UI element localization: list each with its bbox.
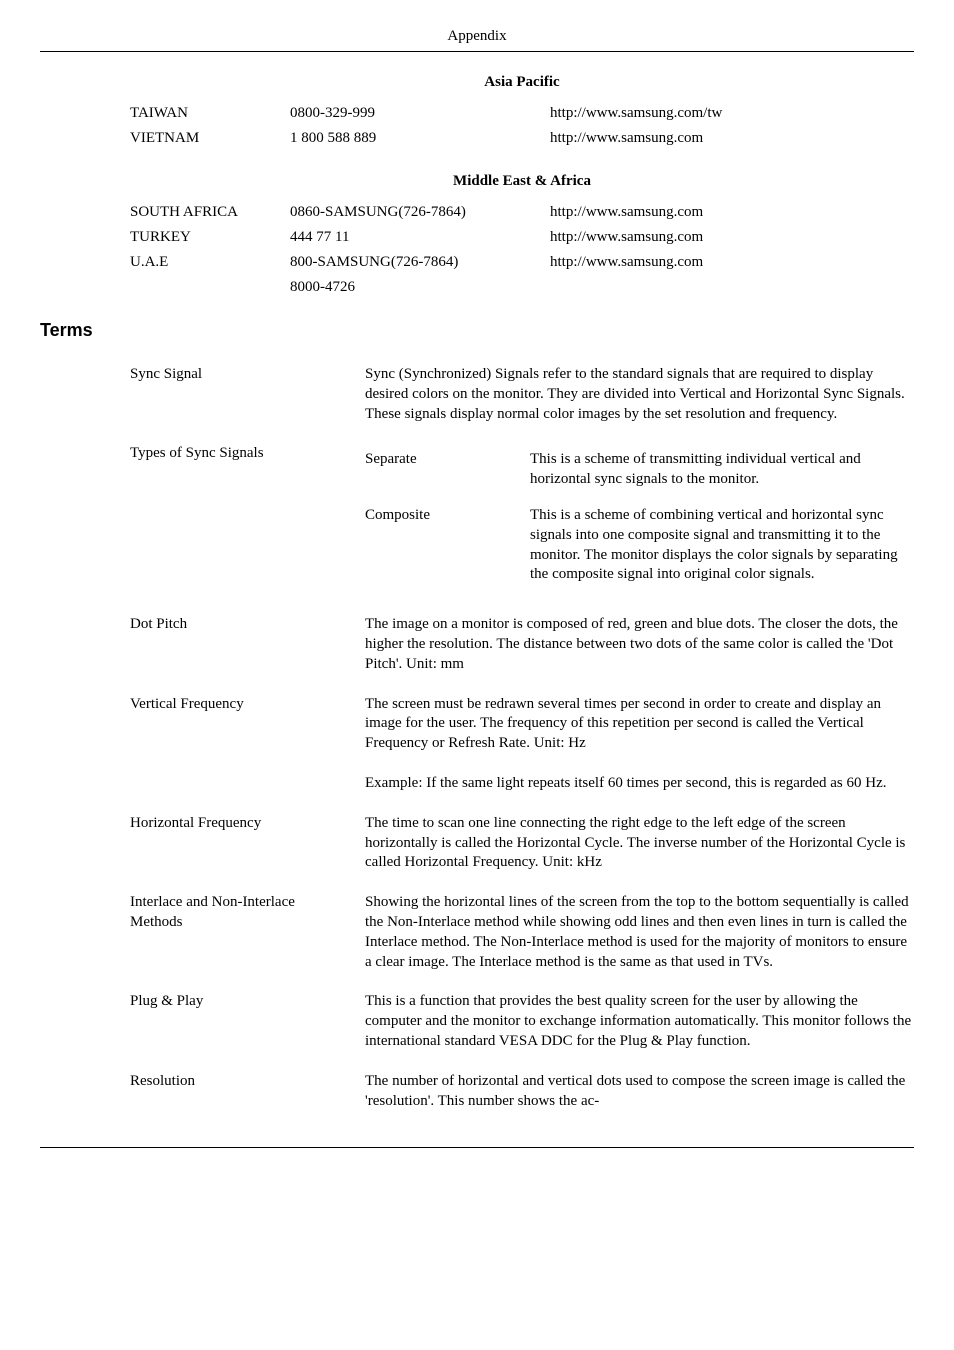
term-label: Dot Pitch: [130, 605, 365, 684]
term-row: Horizontal Frequency The time to scan on…: [130, 804, 914, 883]
contacts-table-asia-pacific: TAIWAN 0800-329-999 http://www.samsung.c…: [130, 101, 914, 151]
signal-type-name: Separate: [365, 444, 530, 500]
term-desc: Sync (Synchronized) Signals refer to the…: [365, 355, 914, 434]
terms-table: Sync Signal Sync (Synchronized) Signals …: [130, 355, 914, 1121]
term-label: Horizontal Frequency: [130, 804, 365, 883]
footer-rule: [40, 1147, 914, 1148]
term-row: Plug & Play This is a function that prov…: [130, 982, 914, 1061]
term-row: Dot Pitch The image on a monitor is comp…: [130, 605, 914, 684]
region-title-middle-east-africa: Middle East & Africa: [130, 173, 914, 190]
table-row: VIETNAM 1 800 588 889 http://www.samsung…: [130, 126, 914, 151]
table-row: SOUTH AFRICA 0860-SAMSUNG(726-7864) http…: [130, 200, 914, 225]
url-cell: http://www.samsung.com: [550, 200, 914, 225]
phone-cell: 444 77 11: [290, 225, 550, 250]
url-cell: [550, 275, 914, 300]
country-cell: TURKEY: [130, 225, 290, 250]
term-label: Plug & Play: [130, 982, 365, 1061]
signal-type-text: This is a scheme of transmitting individ…: [530, 444, 914, 500]
url-cell: http://www.samsung.com: [550, 126, 914, 151]
table-row: 8000-4726: [130, 275, 914, 300]
term-desc: Example: If the same light repeats itsel…: [365, 764, 914, 804]
signal-types-table: Separate This is a scheme of transmittin…: [365, 444, 914, 595]
term-row: Types of Sync Signals Separate This is a…: [130, 434, 914, 605]
main-content: Asia Pacific TAIWAN 0800-329-999 http://…: [40, 74, 914, 300]
table-row: Separate This is a scheme of transmittin…: [365, 444, 914, 500]
phone-cell: 0860-SAMSUNG(726-7864): [290, 200, 550, 225]
term-desc: Separate This is a scheme of transmittin…: [365, 434, 914, 605]
phone-cell: 1 800 588 889: [290, 126, 550, 151]
signal-type-text: This is a scheme of combining vertical a…: [530, 500, 914, 595]
country-cell: [130, 275, 290, 300]
term-label: Resolution: [130, 1062, 365, 1122]
term-row: Interlace and Non-Interlace Methods Show…: [130, 883, 914, 982]
terms-content: Sync Signal Sync (Synchronized) Signals …: [40, 355, 914, 1121]
term-row: Resolution The number of horizontal and …: [130, 1062, 914, 1122]
term-label: Sync Signal: [130, 355, 365, 434]
table-row: U.A.E 800-SAMSUNG(726-7864) http://www.s…: [130, 250, 914, 275]
term-label: Vertical Frequency: [130, 685, 365, 804]
phone-cell: 800-SAMSUNG(726-7864): [290, 250, 550, 275]
term-desc: The time to scan one line connecting the…: [365, 804, 914, 883]
table-row: TAIWAN 0800-329-999 http://www.samsung.c…: [130, 101, 914, 126]
country-cell: VIETNAM: [130, 126, 290, 151]
phone-cell: 0800-329-999: [290, 101, 550, 126]
region-title-asia-pacific: Asia Pacific: [130, 74, 914, 91]
term-desc: This is a function that provides the bes…: [365, 982, 914, 1061]
term-desc: The image on a monitor is composed of re…: [365, 605, 914, 684]
country-cell: SOUTH AFRICA: [130, 200, 290, 225]
url-cell: http://www.samsung.com: [550, 225, 914, 250]
term-row: Vertical Frequency The screen must be re…: [130, 685, 914, 764]
term-row: Sync Signal Sync (Synchronized) Signals …: [130, 355, 914, 434]
term-desc: The screen must be redrawn several times…: [365, 685, 914, 764]
phone-cell: 8000-4726: [290, 275, 550, 300]
url-cell: http://www.samsung.com: [550, 250, 914, 275]
term-label: Types of Sync Signals: [130, 434, 365, 605]
country-cell: TAIWAN: [130, 101, 290, 126]
term-label: Interlace and Non-Interlace Methods: [130, 883, 365, 982]
signal-type-name: Composite: [365, 500, 530, 595]
url-cell: http://www.samsung.com/tw: [550, 101, 914, 126]
contacts-table-middle-east-africa: SOUTH AFRICA 0860-SAMSUNG(726-7864) http…: [130, 200, 914, 300]
header-rule: [40, 51, 914, 52]
table-row: Composite This is a scheme of combining …: [365, 500, 914, 595]
term-desc: The number of horizontal and vertical do…: [365, 1062, 914, 1122]
term-desc: Showing the horizontal lines of the scre…: [365, 883, 914, 982]
country-cell: U.A.E: [130, 250, 290, 275]
page-header: Appendix: [40, 28, 914, 51]
section-title-terms: Terms: [40, 320, 914, 341]
table-row: TURKEY 444 77 11 http://www.samsung.com: [130, 225, 914, 250]
